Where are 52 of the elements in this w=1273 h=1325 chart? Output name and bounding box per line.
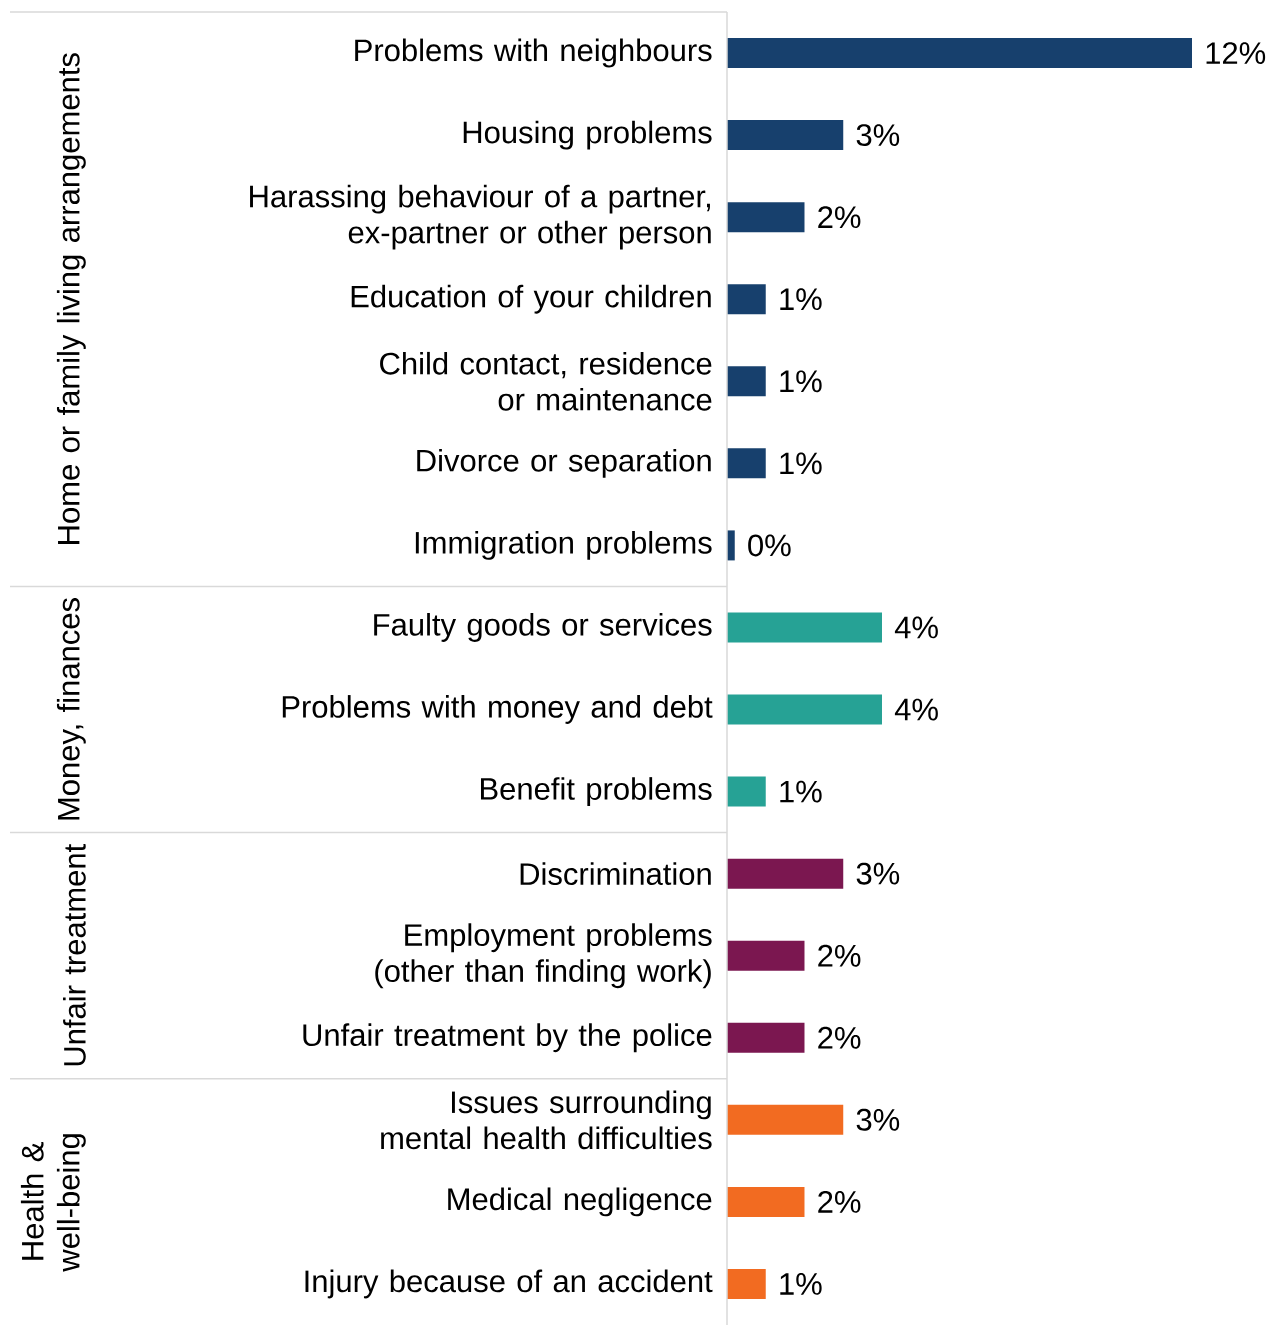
bar [726, 120, 844, 151]
data-label: 2% [818, 944, 861, 967]
data-label: 12% [1206, 42, 1266, 64]
data-label: 1% [780, 288, 822, 311]
bar [726, 38, 1192, 69]
data-label: 2% [818, 1026, 861, 1049]
y-tick-label: Faulty goods or services [374, 613, 712, 642]
bar [726, 694, 882, 725]
data-label: 4% [894, 698, 938, 721]
bar [726, 612, 882, 643]
y-tick-label: Child contact, residence or maintenance [380, 351, 712, 411]
data-label: 1% [780, 452, 822, 475]
y-tick-label: Medical negligence [448, 1187, 712, 1217]
y-tick-label: Problems with money and debt [282, 695, 713, 724]
data-label: 3% [856, 124, 900, 147]
bar [726, 1022, 805, 1053]
data-label: 4% [894, 616, 938, 639]
bar [726, 940, 805, 971]
y-tick-label: Harassing behaviour of a partner, ex-partner or other person [250, 184, 711, 250]
bar [726, 1268, 766, 1299]
y-tick-label: Immigration problems [415, 530, 712, 560]
text: Health & well-being [20, 1134, 86, 1272]
data-label: 3% [856, 1108, 900, 1131]
text: Unfair treatment [63, 843, 86, 1066]
y-tick-label: Housing problems [463, 120, 712, 150]
bar [726, 1186, 805, 1217]
y-tick-label: Unfair treatment by the police [303, 1023, 712, 1053]
y-tick-label: Injury because of an accident [305, 1269, 713, 1299]
y-tick-label: Issues surrounding mental health difficulties [381, 1090, 712, 1150]
data-label: 1% [780, 1273, 822, 1295]
bar [726, 858, 844, 889]
y-tick-label: Discrimination [520, 862, 711, 886]
y-tick-label: Divorce or separation [417, 448, 711, 478]
bar [726, 284, 766, 315]
data-label: 1% [780, 780, 822, 803]
data-label: 0% [748, 534, 791, 557]
y-tick-label: Benefit problems [480, 777, 712, 807]
data-label: 2% [818, 1190, 861, 1213]
text: Money, finances [56, 598, 86, 820]
bar [726, 202, 805, 233]
y-tick-label: Employment problems (other than finding work) [375, 923, 712, 989]
text: Home or family living arrangements [56, 53, 86, 544]
y-tick-label: Education of your children [351, 284, 711, 314]
data-label: 3% [856, 862, 900, 885]
bar [726, 448, 766, 479]
bar [726, 776, 766, 807]
y-tick-label: Problems with neighbours [355, 38, 712, 68]
data-label: 1% [780, 370, 822, 393]
bar [726, 366, 766, 397]
data-label: 2% [818, 206, 861, 229]
bar [726, 1104, 844, 1135]
bar [726, 530, 735, 561]
